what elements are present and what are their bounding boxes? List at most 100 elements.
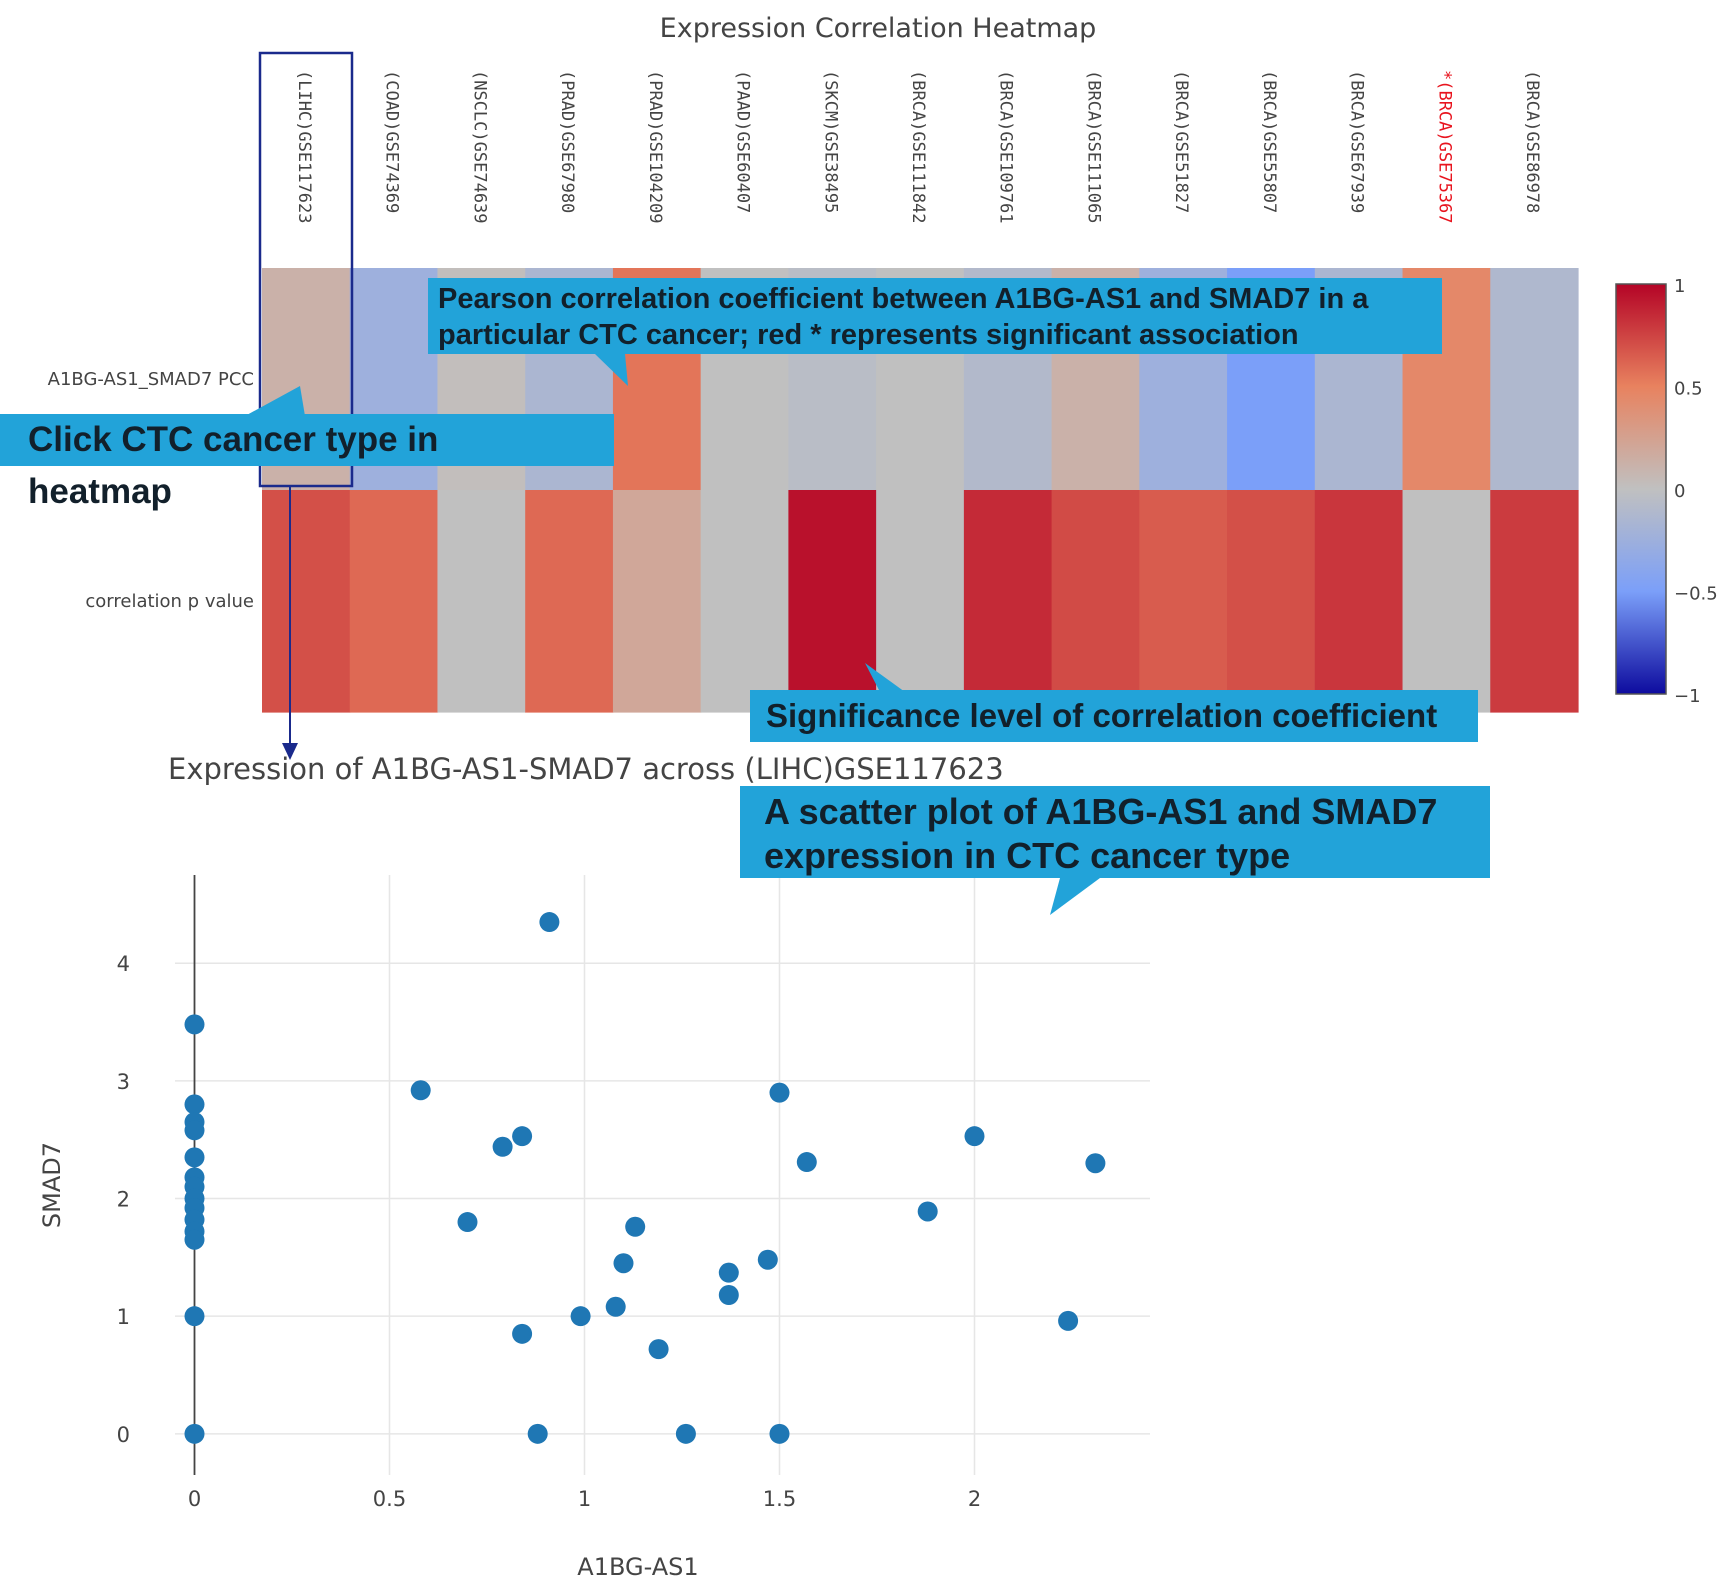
scatter-point[interactable] bbox=[769, 1423, 790, 1444]
pcc-annotation: Pearson correlation coefficient between … bbox=[428, 278, 1442, 354]
scatter-point[interactable] bbox=[769, 1082, 790, 1103]
scatter-point[interactable] bbox=[492, 1136, 513, 1157]
heatmap-row-label: A1BG-AS1_SMAD7 PCC bbox=[48, 369, 254, 390]
heatmap-column-label[interactable]: (BRCA)GSE67939 bbox=[1347, 70, 1367, 213]
heatmap-cell[interactable] bbox=[1490, 490, 1579, 713]
scatter-point[interactable] bbox=[539, 912, 560, 933]
scatter-point[interactable] bbox=[512, 1126, 533, 1147]
scatter-point[interactable] bbox=[527, 1423, 548, 1444]
y-tick-label: 1 bbox=[117, 1305, 130, 1329]
scatter-point[interactable] bbox=[184, 1229, 205, 1250]
selection-arrow-head bbox=[282, 743, 298, 760]
heatmap-column-label[interactable]: (NSCLC)GSE74639 bbox=[469, 70, 489, 224]
click-annotation: Click CTC cancer type in heatmap bbox=[0, 414, 614, 511]
heatmap-cell[interactable] bbox=[437, 490, 526, 713]
scatter-point[interactable] bbox=[184, 1423, 205, 1444]
heatmap-column-label[interactable]: (LIHC)GSE117623 bbox=[294, 70, 314, 224]
scatter-points[interactable] bbox=[184, 912, 1106, 1444]
heatmap-column-label[interactable]: (SKCM)GSE38495 bbox=[820, 70, 840, 213]
scatter-point[interactable] bbox=[1058, 1310, 1079, 1331]
heatmap-column-label[interactable]: (BRCA)GSE51827 bbox=[1171, 70, 1191, 213]
scatter-point[interactable] bbox=[613, 1253, 634, 1274]
heatmap-cell[interactable] bbox=[788, 490, 877, 713]
x-tick-label: 2 bbox=[968, 1487, 981, 1511]
heatmap-column-label[interactable]: *(BRCA)GSE75367 bbox=[1434, 70, 1454, 224]
scatter-point[interactable] bbox=[184, 1094, 205, 1115]
scatter-y-ticks: 0 1 2 3 4 bbox=[117, 952, 130, 1447]
colorbar-tick-label: −1 bbox=[1674, 686, 1701, 707]
heatmap-cell[interactable] bbox=[1490, 268, 1579, 491]
heatmap-column-label[interactable]: (COAD)GSE74369 bbox=[382, 70, 402, 213]
scatter-point[interactable] bbox=[184, 1120, 205, 1141]
significance-callout-pointer bbox=[865, 663, 905, 692]
colorbar-tick-label: 0.5 bbox=[1674, 379, 1703, 400]
colorbar-tick-label: −0.5 bbox=[1674, 584, 1718, 605]
y-tick-label: 4 bbox=[117, 952, 130, 976]
heatmap-row-labels: A1BG-AS1_SMAD7 PCC correlation p value bbox=[48, 369, 254, 612]
scatter-x-ticks: 0 0.5 1 1.5 2 bbox=[188, 1487, 981, 1511]
x-axis-label: A1BG-AS1 bbox=[577, 1553, 698, 1581]
scatter-point[interactable] bbox=[796, 1152, 817, 1173]
scatter-title: Expression of A1BG-AS1-SMAD7 across (LIH… bbox=[168, 752, 1004, 786]
heatmap-cell[interactable] bbox=[1051, 490, 1140, 713]
scatter-point[interactable] bbox=[648, 1339, 669, 1360]
scatter-point[interactable] bbox=[964, 1126, 985, 1147]
heatmap-column-label[interactable]: (BRCA)GSE86978 bbox=[1522, 70, 1542, 213]
click-callout-pointer bbox=[245, 386, 305, 416]
heatmap-column-label[interactable]: (BRCA)GSE111842 bbox=[908, 70, 928, 224]
heatmap-cell[interactable] bbox=[700, 490, 789, 713]
scatter-point[interactable] bbox=[184, 1014, 205, 1035]
scatter-point[interactable] bbox=[512, 1323, 533, 1344]
scatter-point[interactable] bbox=[605, 1296, 626, 1317]
heatmap-column-label[interactable]: (PRAD)GSE104209 bbox=[645, 70, 665, 224]
heatmap-cell[interactable] bbox=[1402, 490, 1491, 713]
heatmap-column-label[interactable]: (BRCA)GSE111065 bbox=[1083, 70, 1103, 224]
scatter-point[interactable] bbox=[718, 1285, 739, 1305]
heatmap-column-label[interactable]: (PRAD)GSE67980 bbox=[557, 70, 577, 213]
scatter-point[interactable] bbox=[757, 1249, 778, 1270]
selected-column-highlight bbox=[258, 51, 354, 488]
heatmap-cell[interactable] bbox=[349, 490, 439, 713]
heatmap-row-label: correlation p value bbox=[85, 591, 254, 612]
scatter-point[interactable] bbox=[184, 1306, 205, 1327]
heatmap-cell[interactable] bbox=[612, 490, 702, 713]
scatter-annotation: A scatter plot of A1BG-AS1 and SMAD7 exp… bbox=[740, 786, 1490, 878]
scatter-point[interactable] bbox=[570, 1306, 591, 1327]
heatmap-cell[interactable] bbox=[525, 490, 614, 713]
heatmap-cell[interactable] bbox=[1139, 490, 1228, 713]
heatmap-cell[interactable] bbox=[963, 490, 1053, 713]
scatter-point[interactable] bbox=[410, 1080, 431, 1101]
heatmap-column-labels[interactable]: (LIHC)GSE117623 (COAD)GSE74369 (NSCLC)GSE7… bbox=[294, 70, 1542, 224]
scatter-point[interactable] bbox=[457, 1212, 478, 1233]
scatter-gridlines bbox=[175, 875, 1150, 1475]
heatmap-column-label[interactable]: (PAAD)GSE60407 bbox=[733, 70, 753, 213]
heatmap-column-label[interactable]: (BRCA)GSE109761 bbox=[996, 70, 1016, 224]
scatter-point[interactable] bbox=[675, 1423, 696, 1444]
y-tick-label: 0 bbox=[117, 1423, 130, 1447]
heatmap-cell[interactable] bbox=[262, 490, 351, 713]
heatmap-cell[interactable] bbox=[1227, 490, 1316, 713]
heatmap-title: Expression Correlation Heatmap bbox=[660, 13, 1097, 44]
heatmap-cell[interactable] bbox=[876, 490, 965, 713]
y-tick-label: 2 bbox=[117, 1188, 130, 1212]
scatter-callout-pointer bbox=[1050, 878, 1100, 915]
y-tick-label: 3 bbox=[117, 1070, 130, 1094]
colorbar-ticks: 1 0.5 0 −0.5 −1 bbox=[1674, 276, 1718, 707]
x-tick-label: 1 bbox=[578, 1487, 591, 1511]
colorbar-tick-label: 0 bbox=[1674, 481, 1685, 502]
heatmap-cell[interactable] bbox=[1314, 490, 1404, 713]
heatmap-column-label[interactable]: (BRCA)GSE55807 bbox=[1259, 70, 1279, 213]
scatter-point[interactable] bbox=[184, 1147, 205, 1168]
colorbar-tick-label: 1 bbox=[1674, 276, 1685, 297]
scatter-point[interactable] bbox=[917, 1201, 938, 1222]
scatter-point[interactable] bbox=[718, 1262, 739, 1283]
x-tick-label: 1.5 bbox=[763, 1487, 796, 1511]
pcc-callout-pointer bbox=[595, 354, 628, 386]
y-axis-label: SMAD7 bbox=[38, 1142, 66, 1228]
scatter-point[interactable] bbox=[625, 1216, 646, 1237]
x-tick-label: 0 bbox=[188, 1487, 201, 1511]
scatter-point[interactable] bbox=[1085, 1153, 1106, 1174]
x-tick-label: 0.5 bbox=[373, 1487, 406, 1511]
colorbar bbox=[1615, 283, 1667, 695]
